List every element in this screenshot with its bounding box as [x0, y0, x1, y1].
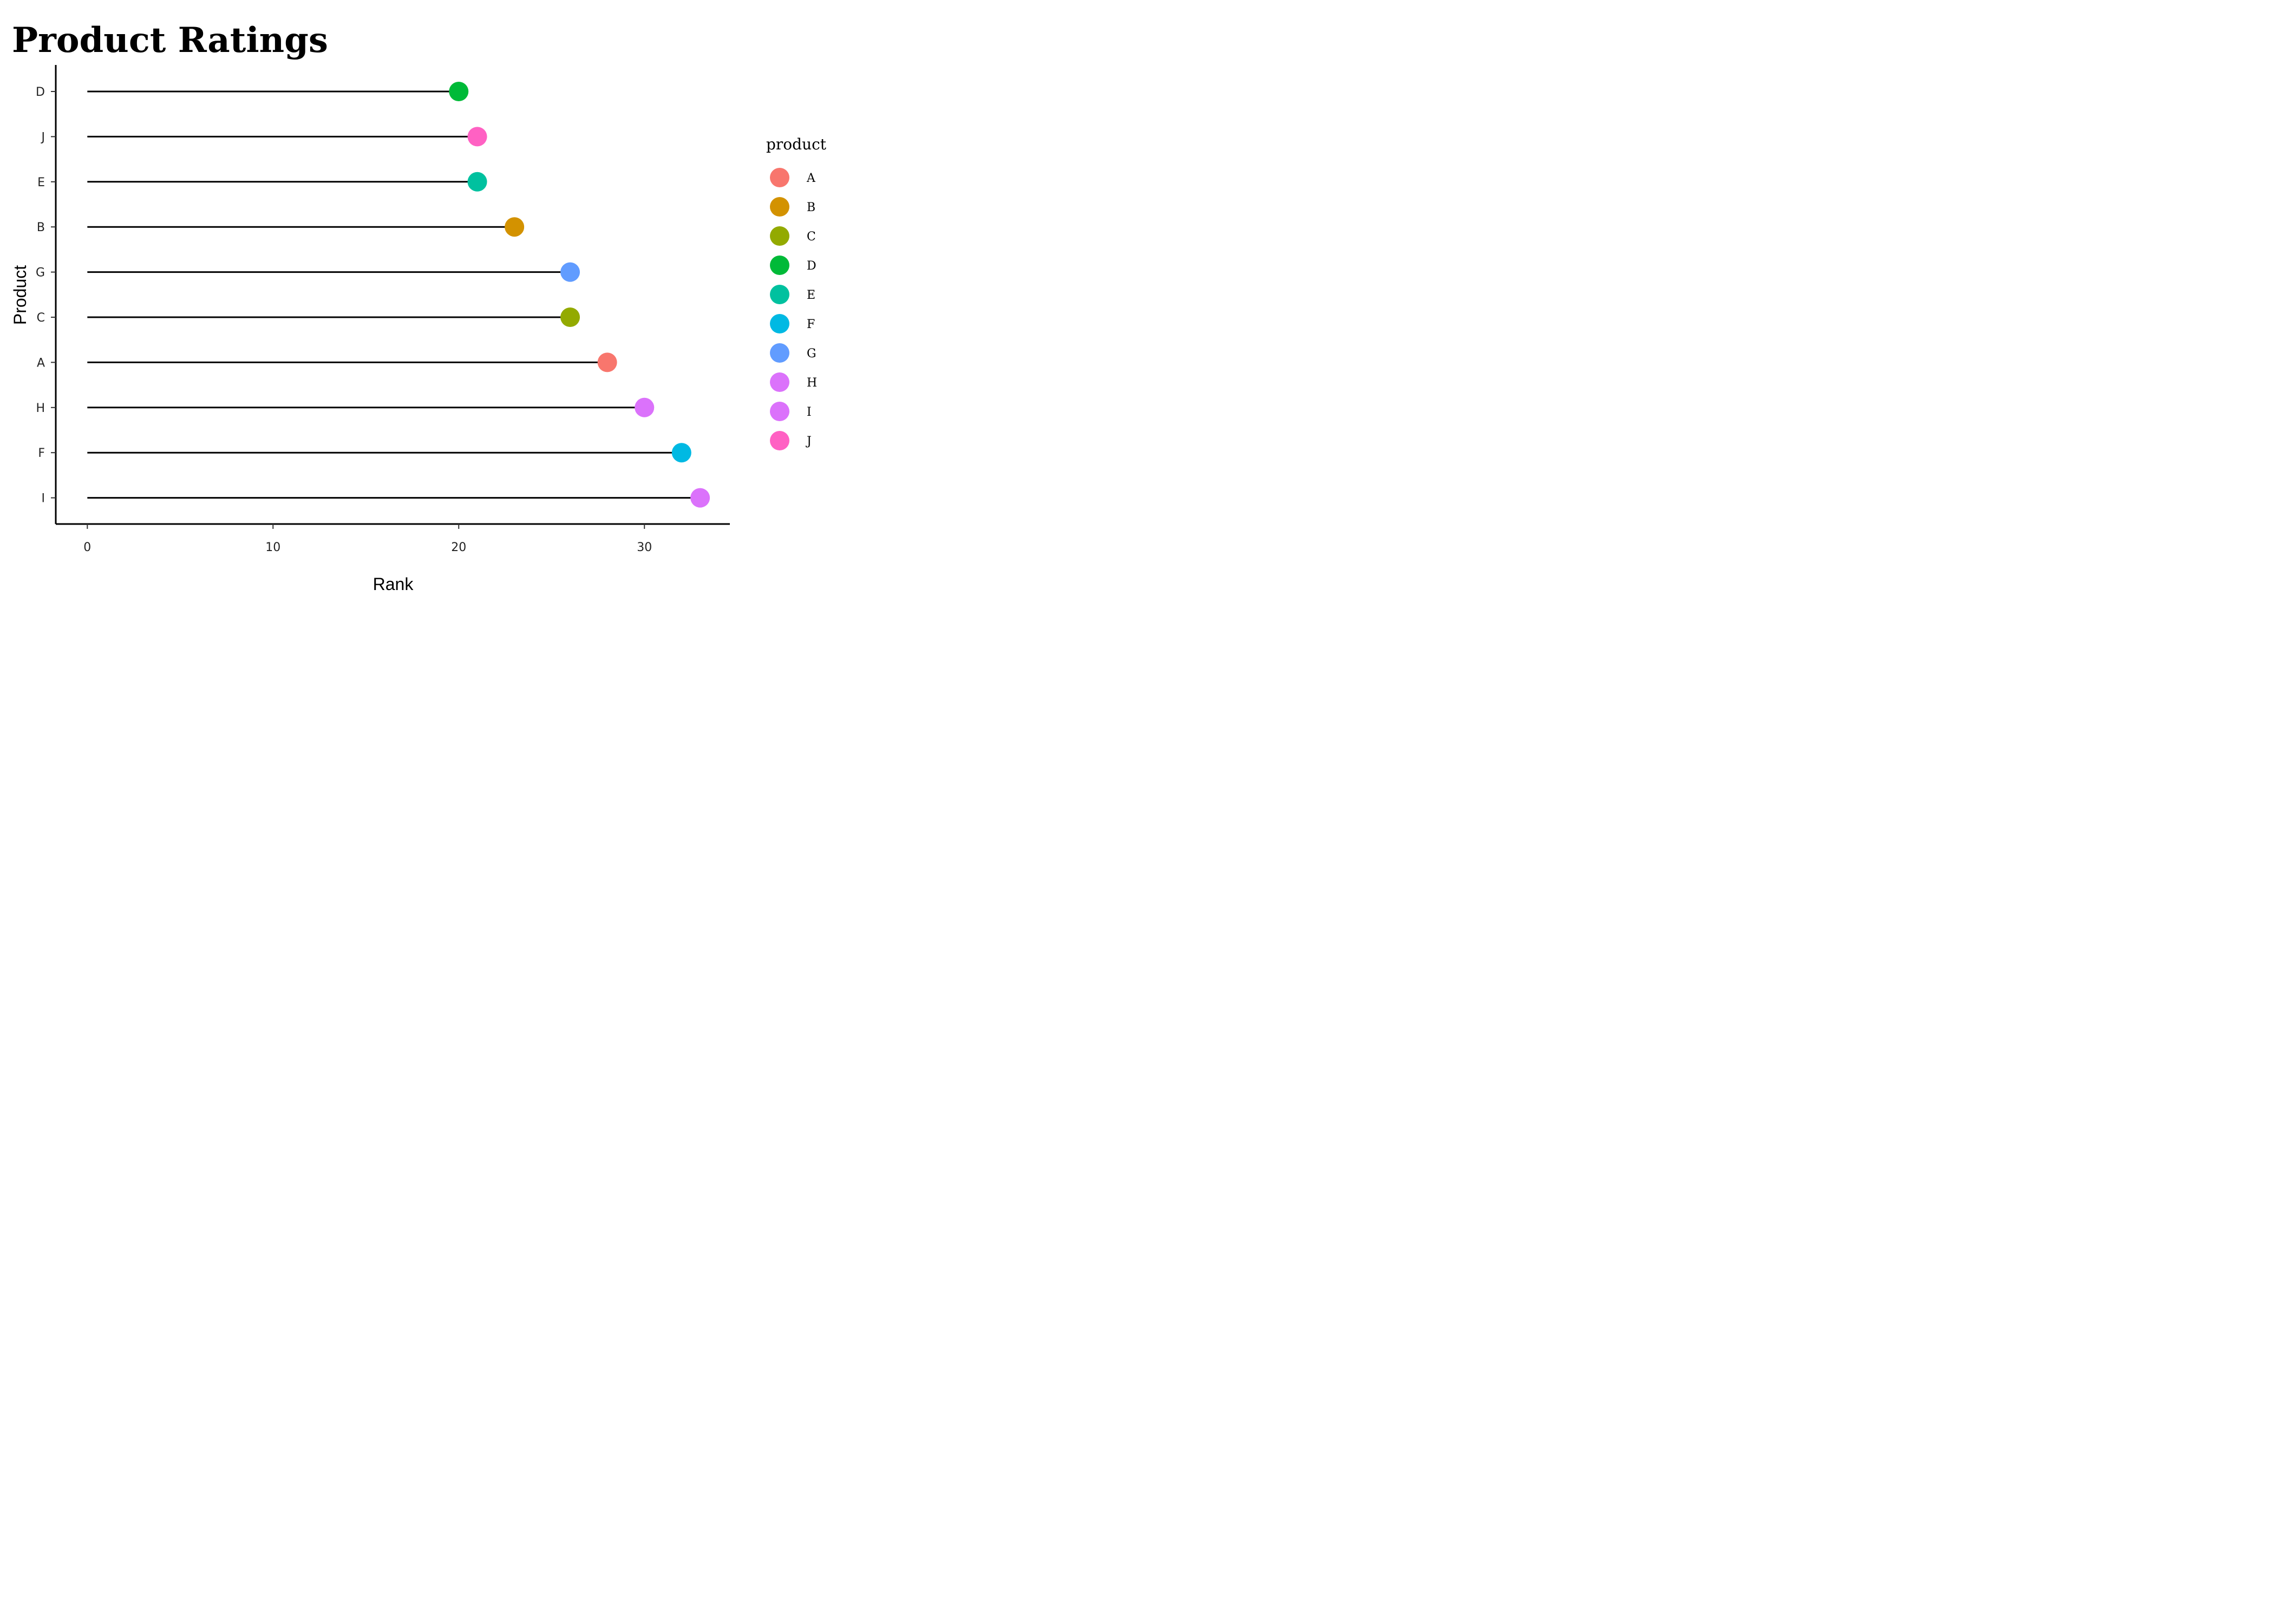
chart: Product Ratings 0 10 20 30 D J E B G C A H F I Rank P… — [0, 0, 848, 601]
legend-key — [770, 372, 789, 392]
x-axis-title: Rank — [373, 574, 414, 594]
legend-title: product — [766, 135, 827, 153]
lollipop-point — [671, 443, 691, 463]
legend-label: E — [807, 289, 815, 302]
legend-key — [770, 314, 789, 333]
y-axis-title: Product — [10, 265, 30, 325]
legend-label: D — [807, 259, 816, 273]
y-tick-label: H — [36, 402, 45, 415]
y-tick-label: B — [37, 221, 45, 234]
legend-key — [770, 343, 789, 363]
legend-key — [770, 402, 789, 421]
y-tick-label: E — [37, 176, 45, 189]
x-tick-label: 0 — [83, 541, 91, 554]
legend-label: F — [807, 318, 815, 331]
lollipop-point — [505, 217, 525, 237]
x-tick-label: 20 — [451, 541, 466, 554]
lollipop-point — [560, 307, 580, 327]
lollipop-point — [449, 82, 469, 101]
legend-label: J — [806, 435, 812, 448]
lollipop-point — [560, 262, 580, 282]
y-tick-label: J — [41, 130, 45, 144]
y-tick-label: A — [37, 356, 45, 370]
lollipop-point — [690, 488, 710, 508]
legend-label: A — [806, 172, 816, 185]
lollipop-chart: Product Ratings 0 10 20 30 D J E B G C A H F I Rank P… — [10, 20, 827, 594]
legend-label: H — [807, 376, 817, 390]
legend: product A B C D E F G H I J — [766, 135, 827, 450]
legend-key — [770, 226, 789, 246]
legend-key — [770, 168, 789, 187]
y-tick-label: I — [42, 492, 45, 506]
legend-label: B — [807, 201, 815, 214]
x-tick-label: 10 — [265, 541, 280, 554]
lollipop-point — [467, 127, 487, 147]
lollipop-point — [635, 397, 655, 417]
legend-key — [770, 431, 789, 450]
legend-key — [770, 197, 789, 217]
y-tick-label: G — [36, 266, 45, 280]
y-tick-label: F — [38, 447, 45, 460]
x-tick-label: 30 — [637, 541, 652, 554]
chart-title: Product Ratings — [12, 20, 328, 61]
y-tick-label: D — [36, 86, 45, 99]
legend-label: G — [807, 347, 816, 361]
legend-key — [770, 285, 789, 304]
y-tick-label: C — [37, 311, 45, 325]
legend-key — [770, 256, 789, 275]
lollipop-point — [597, 352, 617, 372]
legend-label: C — [807, 230, 816, 244]
plot-area — [87, 82, 710, 508]
legend-label: I — [807, 405, 812, 419]
lollipop-point — [467, 172, 487, 192]
axes: 0 10 20 30 D J E B G C A H F I — [36, 65, 730, 554]
